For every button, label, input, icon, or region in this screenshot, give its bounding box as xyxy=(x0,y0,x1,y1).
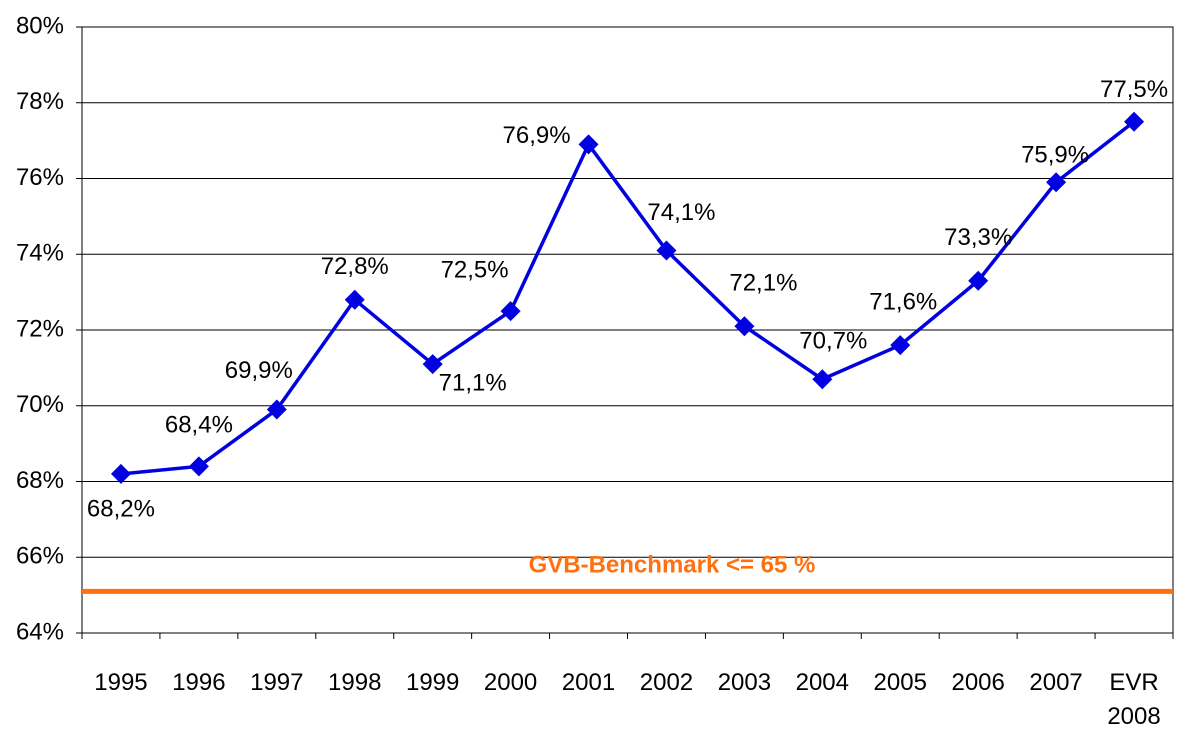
x-tick-label: 1998 xyxy=(328,669,382,696)
data-point xyxy=(266,399,287,420)
y-tick-label: 80% xyxy=(16,12,64,39)
x-tick-label: 1997 xyxy=(250,669,304,696)
x-tick-label: 2003 xyxy=(717,669,772,696)
y-tick-label: 74% xyxy=(16,240,64,267)
data-label: 68,4% xyxy=(165,412,233,439)
y-tick-label: 70% xyxy=(16,391,64,418)
data-point xyxy=(110,463,131,484)
y-tick-label: 72% xyxy=(16,315,64,342)
data-label: 73,3% xyxy=(944,224,1012,251)
data-point xyxy=(500,301,521,322)
x-tick-label: 2004 xyxy=(795,669,849,696)
data-label: 70,7% xyxy=(799,328,867,355)
data-point xyxy=(968,270,989,291)
data-label: 69,9% xyxy=(225,357,293,384)
y-tick-label: 64% xyxy=(16,618,64,645)
x-tick-label: EVR 2008 xyxy=(1107,669,1161,729)
data-label: 72,5% xyxy=(441,256,509,283)
data-label: 75,9% xyxy=(1021,142,1089,169)
x-tick-label: 2000 xyxy=(483,669,538,696)
x-tick-label: 1999 xyxy=(405,669,460,696)
data-point xyxy=(188,456,209,477)
x-tick-label: 1995 xyxy=(94,669,148,696)
y-tick-label: 76% xyxy=(16,164,64,191)
data-point xyxy=(890,335,911,356)
data-point xyxy=(344,289,365,310)
y-tick-label: 78% xyxy=(16,88,64,115)
data-label: 71,1% xyxy=(439,369,507,396)
benchmark-label: GVB-Benchmark <= 65 % xyxy=(529,552,816,579)
data-point xyxy=(734,316,755,337)
data-point xyxy=(656,240,677,261)
x-tick-label: 2001 xyxy=(561,669,616,696)
data-point xyxy=(812,369,833,390)
x-tick-label: 2007 xyxy=(1029,669,1083,696)
data-label: 68,2% xyxy=(87,495,155,522)
x-tick-label: 2005 xyxy=(873,669,927,696)
data-point xyxy=(578,134,599,155)
data-point xyxy=(1124,111,1145,132)
data-label: 74,1% xyxy=(647,199,715,226)
data-label: 71,6% xyxy=(869,288,937,315)
data-point xyxy=(422,354,443,375)
data-point xyxy=(1046,172,1067,193)
x-tick-label: 1996 xyxy=(172,669,226,696)
y-tick-label: 68% xyxy=(16,467,64,494)
data-label: 77,5% xyxy=(1100,76,1168,103)
y-tick-label: 66% xyxy=(16,543,64,570)
data-label: 72,1% xyxy=(729,270,797,297)
x-tick-label: 2002 xyxy=(639,669,694,696)
data-label: 76,9% xyxy=(503,122,571,149)
data-line xyxy=(120,120,1136,476)
x-tick-label: 2006 xyxy=(951,669,1005,696)
data-label: 72,8% xyxy=(321,253,389,280)
